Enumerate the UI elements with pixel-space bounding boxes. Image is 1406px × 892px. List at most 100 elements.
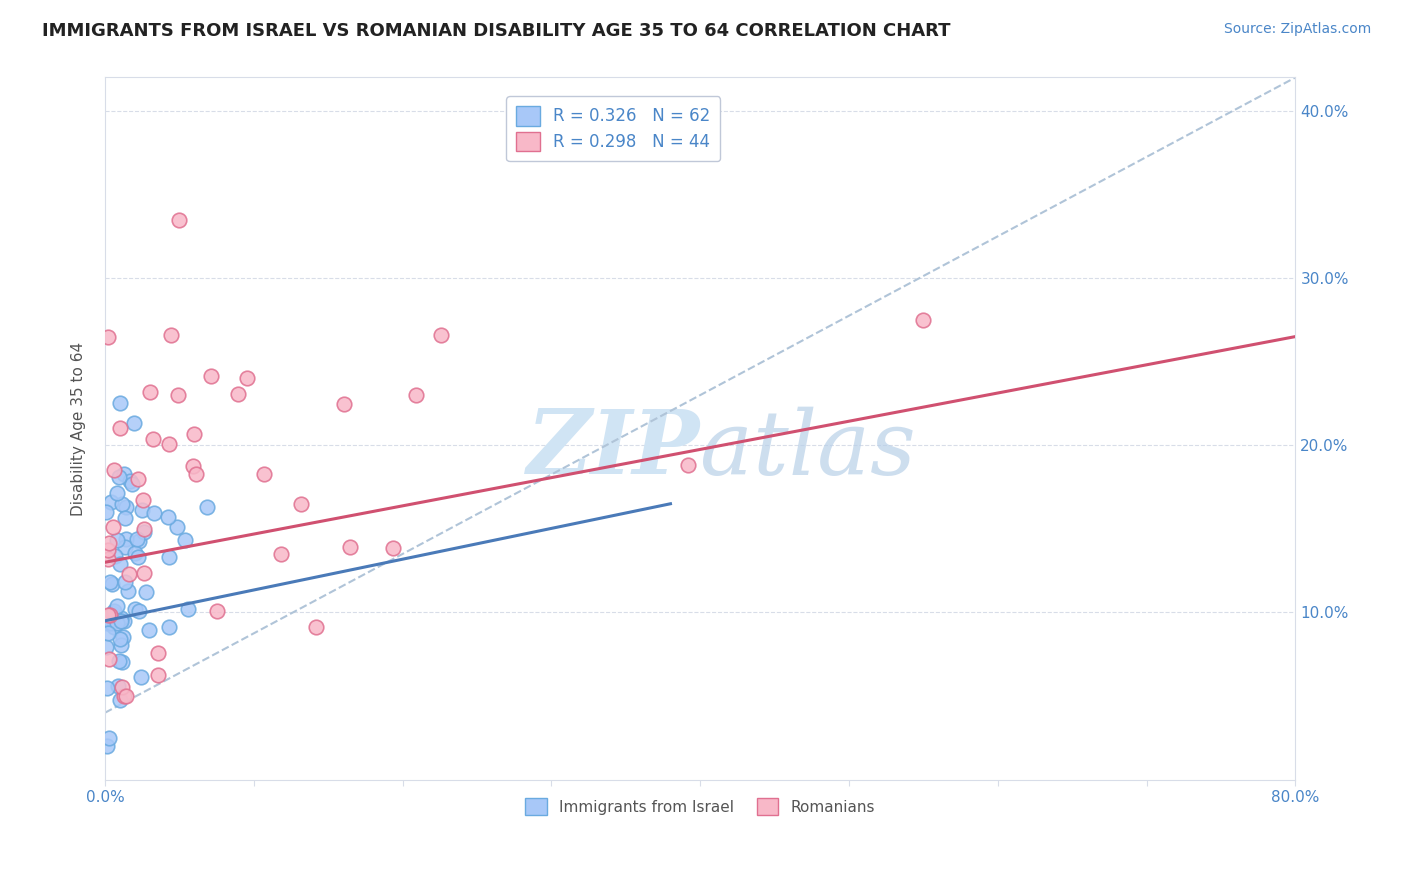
Point: [134, 566, 156, 581]
Point: [186, 467, 208, 482]
Point: [142, 432, 165, 446]
Point: [118, 566, 141, 581]
Point: [114, 500, 136, 515]
Point: [97, 543, 120, 558]
Point: [112, 689, 135, 703]
Point: [97, 552, 120, 566]
Point: [128, 604, 150, 618]
Point: [114, 575, 136, 590]
Point: [117, 583, 139, 598]
Point: [166, 520, 188, 534]
Point: [104, 549, 127, 563]
Point: [181, 459, 204, 474]
Point: [200, 369, 222, 384]
Point: [135, 585, 157, 599]
Point: [132, 523, 155, 537]
Point: [195, 500, 218, 514]
Point: [121, 476, 143, 491]
Point: [177, 602, 200, 616]
Point: [101, 520, 124, 534]
Point: [114, 511, 136, 525]
Point: [110, 615, 132, 629]
Point: [157, 549, 180, 564]
Point: [912, 313, 935, 327]
Point: [103, 620, 125, 634]
Point: [124, 546, 146, 560]
Point: [107, 615, 129, 630]
Point: [253, 467, 276, 482]
Point: [339, 540, 361, 554]
Point: [96, 739, 118, 754]
Point: [108, 396, 131, 410]
Point: [127, 472, 149, 486]
Point: [270, 547, 292, 561]
Point: [112, 467, 135, 481]
Point: [205, 604, 228, 618]
Point: [122, 416, 145, 430]
Point: [118, 474, 141, 488]
Point: [127, 549, 149, 564]
Point: [97, 626, 120, 640]
Point: [110, 610, 132, 624]
Point: [110, 420, 132, 434]
Point: [305, 620, 328, 634]
Point: [139, 384, 162, 399]
Point: [131, 503, 153, 517]
Point: [333, 397, 356, 411]
Point: [290, 498, 312, 512]
Text: ZIP: ZIP: [527, 407, 700, 493]
Point: [100, 495, 122, 509]
Point: [430, 328, 453, 343]
Point: [108, 654, 131, 668]
Point: [125, 533, 148, 547]
Point: [169, 212, 191, 227]
Point: [105, 533, 128, 547]
Point: [100, 615, 122, 630]
Point: [159, 437, 181, 451]
Point: [110, 693, 132, 707]
Point: [96, 615, 118, 630]
Point: [101, 577, 124, 591]
Point: [128, 534, 150, 549]
Point: [107, 679, 129, 693]
Point: [405, 388, 427, 402]
Point: [160, 327, 183, 342]
Point: [114, 689, 136, 703]
Point: [115, 533, 138, 547]
Point: [111, 681, 134, 695]
Point: [134, 525, 156, 540]
Point: [124, 601, 146, 615]
Point: [96, 505, 118, 519]
Point: [100, 607, 122, 622]
Point: [678, 458, 700, 472]
Point: [105, 599, 128, 614]
Point: [98, 574, 121, 589]
Point: [108, 632, 131, 647]
Point: [103, 463, 125, 477]
Point: [148, 668, 170, 682]
Point: [97, 731, 120, 745]
Point: [157, 510, 180, 524]
Point: [97, 536, 120, 550]
Point: [97, 607, 120, 622]
Point: [97, 330, 120, 344]
Legend: Immigrants from Israel, Romanians: Immigrants from Israel, Romanians: [516, 789, 884, 824]
Point: [174, 533, 197, 547]
Point: [110, 638, 132, 652]
Point: [381, 541, 404, 556]
Point: [157, 620, 180, 634]
Point: [114, 540, 136, 554]
Point: [112, 614, 135, 628]
Point: [111, 497, 134, 511]
Point: [103, 604, 125, 618]
Point: [138, 623, 160, 637]
Text: IMMIGRANTS FROM ISRAEL VS ROMANIAN DISABILITY AGE 35 TO 64 CORRELATION CHART: IMMIGRANTS FROM ISRAEL VS ROMANIAN DISAB…: [42, 22, 950, 40]
Point: [142, 506, 165, 520]
Point: [132, 493, 155, 508]
Point: [98, 651, 121, 665]
Point: [148, 646, 170, 660]
Point: [96, 681, 118, 696]
Point: [236, 371, 259, 385]
Point: [103, 607, 125, 621]
Point: [183, 426, 205, 441]
